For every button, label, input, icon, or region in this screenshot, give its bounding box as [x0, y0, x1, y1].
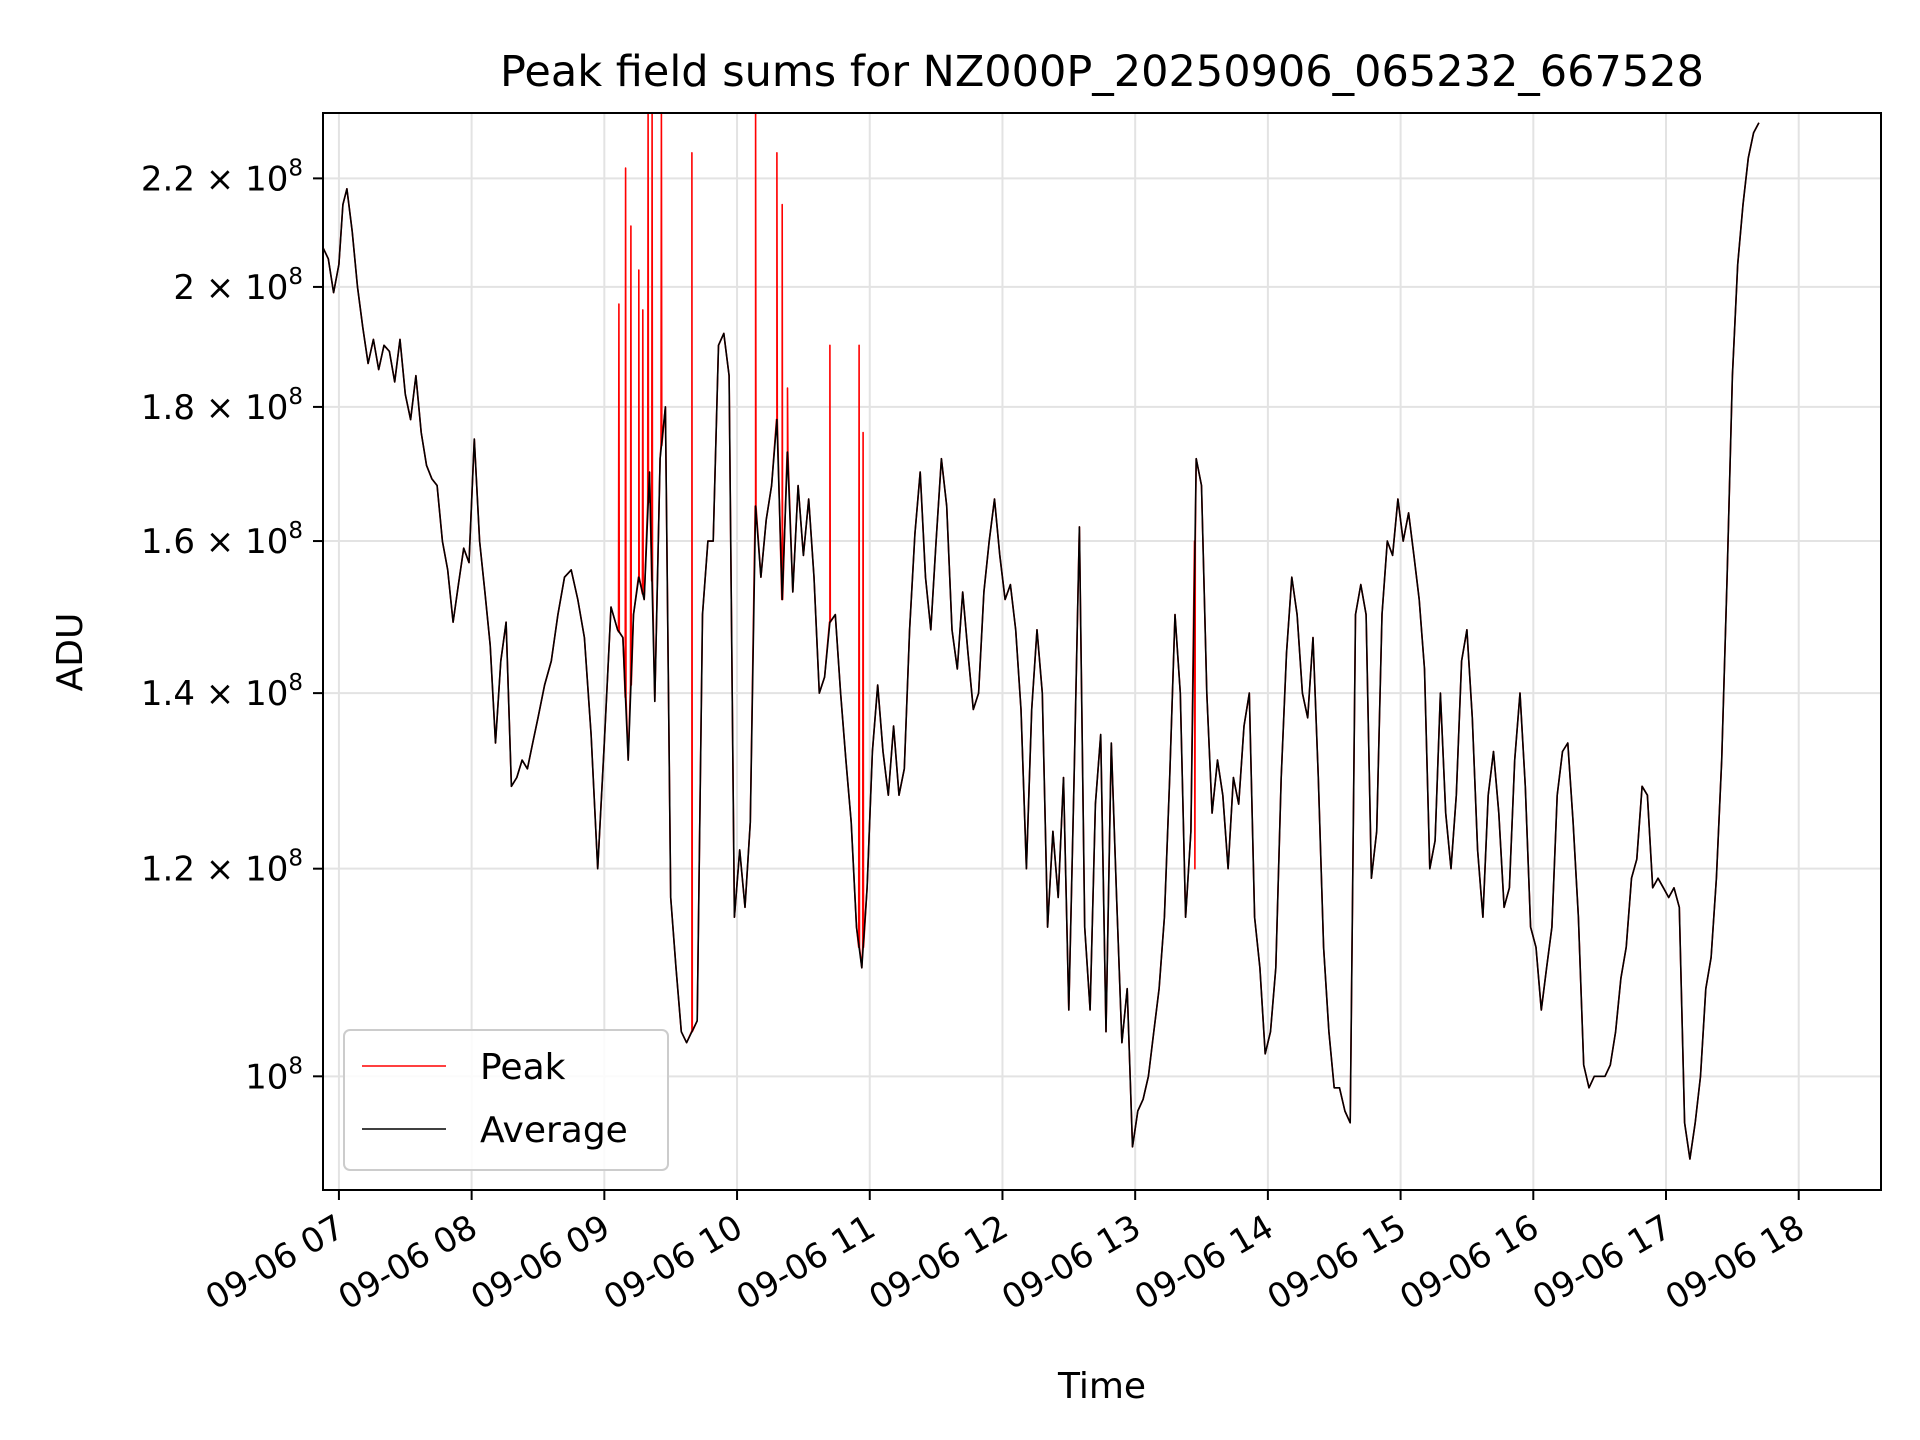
x-tick-label: 09-06 07	[199, 1207, 351, 1318]
x-tick-label: 09-06 08	[332, 1207, 484, 1318]
y-tick-label: 2.2 × 108	[141, 155, 303, 199]
x-tick-label: 09-06 10	[597, 1207, 749, 1318]
x-tick-label: 09-06 18	[1659, 1207, 1811, 1318]
average-line	[322, 122, 1760, 1160]
x-tick-label: 09-06 12	[863, 1207, 1015, 1318]
y-tick-label: 2 × 108	[173, 264, 303, 308]
x-tick-label: 09-06 13	[995, 1207, 1147, 1318]
legend-box	[343, 1029, 669, 1171]
x-axis-label: Time	[1057, 1366, 1146, 1407]
y-axis: 2.2 × 108 2 × 108 1.8 × 108 1.6 × 108 1.4 × …	[141, 155, 323, 1097]
y-axis-label: ADU	[50, 613, 91, 692]
y-tick-label: 1.2 × 108	[141, 846, 303, 890]
peak-line	[322, 112, 1760, 1160]
legend-peak-label: Peak	[480, 1047, 566, 1088]
y-tick-label: 1.4 × 108	[141, 670, 303, 714]
plot-frame	[322, 112, 1882, 1191]
y-tick-label: 1.8 × 108	[141, 384, 303, 428]
y-tick-label: 108	[245, 1053, 303, 1097]
x-tick-label: 09-06 11	[730, 1207, 882, 1318]
legend-average-label: Average	[480, 1110, 628, 1151]
y-tick-label: 1.6 × 108	[141, 518, 303, 562]
gridlines	[323, 113, 1881, 1190]
x-tick-label: 09-06 09	[464, 1207, 616, 1318]
chart-title: Peak field sums for NZ000P_20250906_0652…	[500, 47, 1704, 97]
average-series	[322, 122, 1760, 1160]
x-tick-label: 09-06 17	[1526, 1207, 1678, 1318]
legend[interactable]: Peak Average	[343, 1029, 669, 1171]
x-tick-label: 09-06 15	[1261, 1207, 1413, 1318]
peak-series	[322, 112, 1760, 1160]
x-tick-label: 09-06 14	[1128, 1207, 1280, 1318]
x-tick-label: 09-06 16	[1393, 1207, 1545, 1318]
